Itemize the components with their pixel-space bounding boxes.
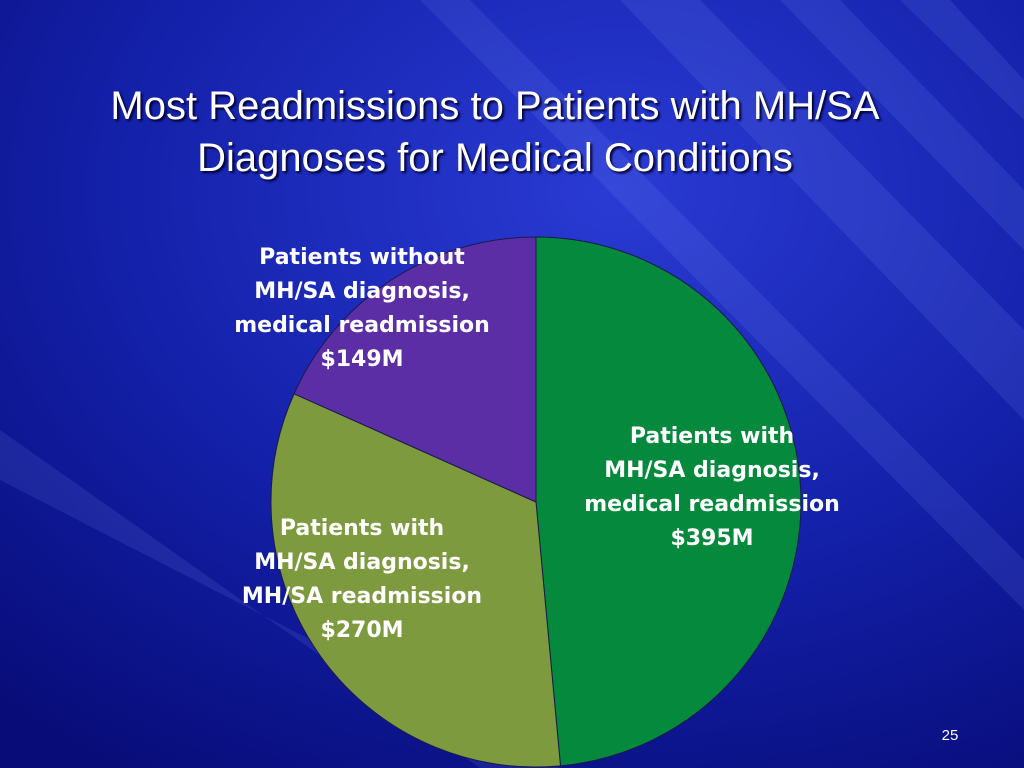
slice-label-1-line-3: medical readmission [584, 492, 840, 517]
slice-label-2-line-4: $270M [320, 618, 403, 643]
slice-label-2: Patients with MH/SA diagnosis, MH/SA readm… [242, 516, 482, 643]
slice-label-2-line-2: MH/SA diagnosis, [254, 550, 470, 575]
title-line-2: Diagnoses for Medical Conditions [197, 136, 793, 180]
slice-label-3-line-2: MH/SA diagnosis, [254, 279, 470, 304]
page-number: 25 [941, 727, 959, 744]
title-line-1: Most Readmissions to Patients with MH/SA [110, 84, 880, 128]
slice-label-2-line-3: MH/SA readmission [242, 584, 482, 609]
slice-label-1-line-2: MH/SA diagnosis, [604, 458, 820, 483]
slice-label-3-line-4: $149M [320, 347, 403, 372]
slice-label-1-line-1: Patients with [630, 424, 794, 449]
pie-slice-2 [270, 393, 562, 768]
pie-slice-3 [293, 236, 537, 503]
slice-label-3-line-3: medical readmission [234, 313, 490, 338]
slice-label-3: Patients without MH/SA diagnosis, medical … [234, 245, 490, 372]
slice-label-3-line-1: Patients without [259, 245, 465, 270]
slice-label-1-line-4: $395M [670, 526, 753, 551]
pie-slice-1 [535, 236, 802, 767]
slice-label-2-line-1: Patients with [280, 516, 444, 541]
page-title: Most Readmissions to Patients with MH/SA… [40, 80, 950, 184]
slice-label-1: Patients with MH/SA diagnosis, medical rea… [584, 424, 840, 551]
